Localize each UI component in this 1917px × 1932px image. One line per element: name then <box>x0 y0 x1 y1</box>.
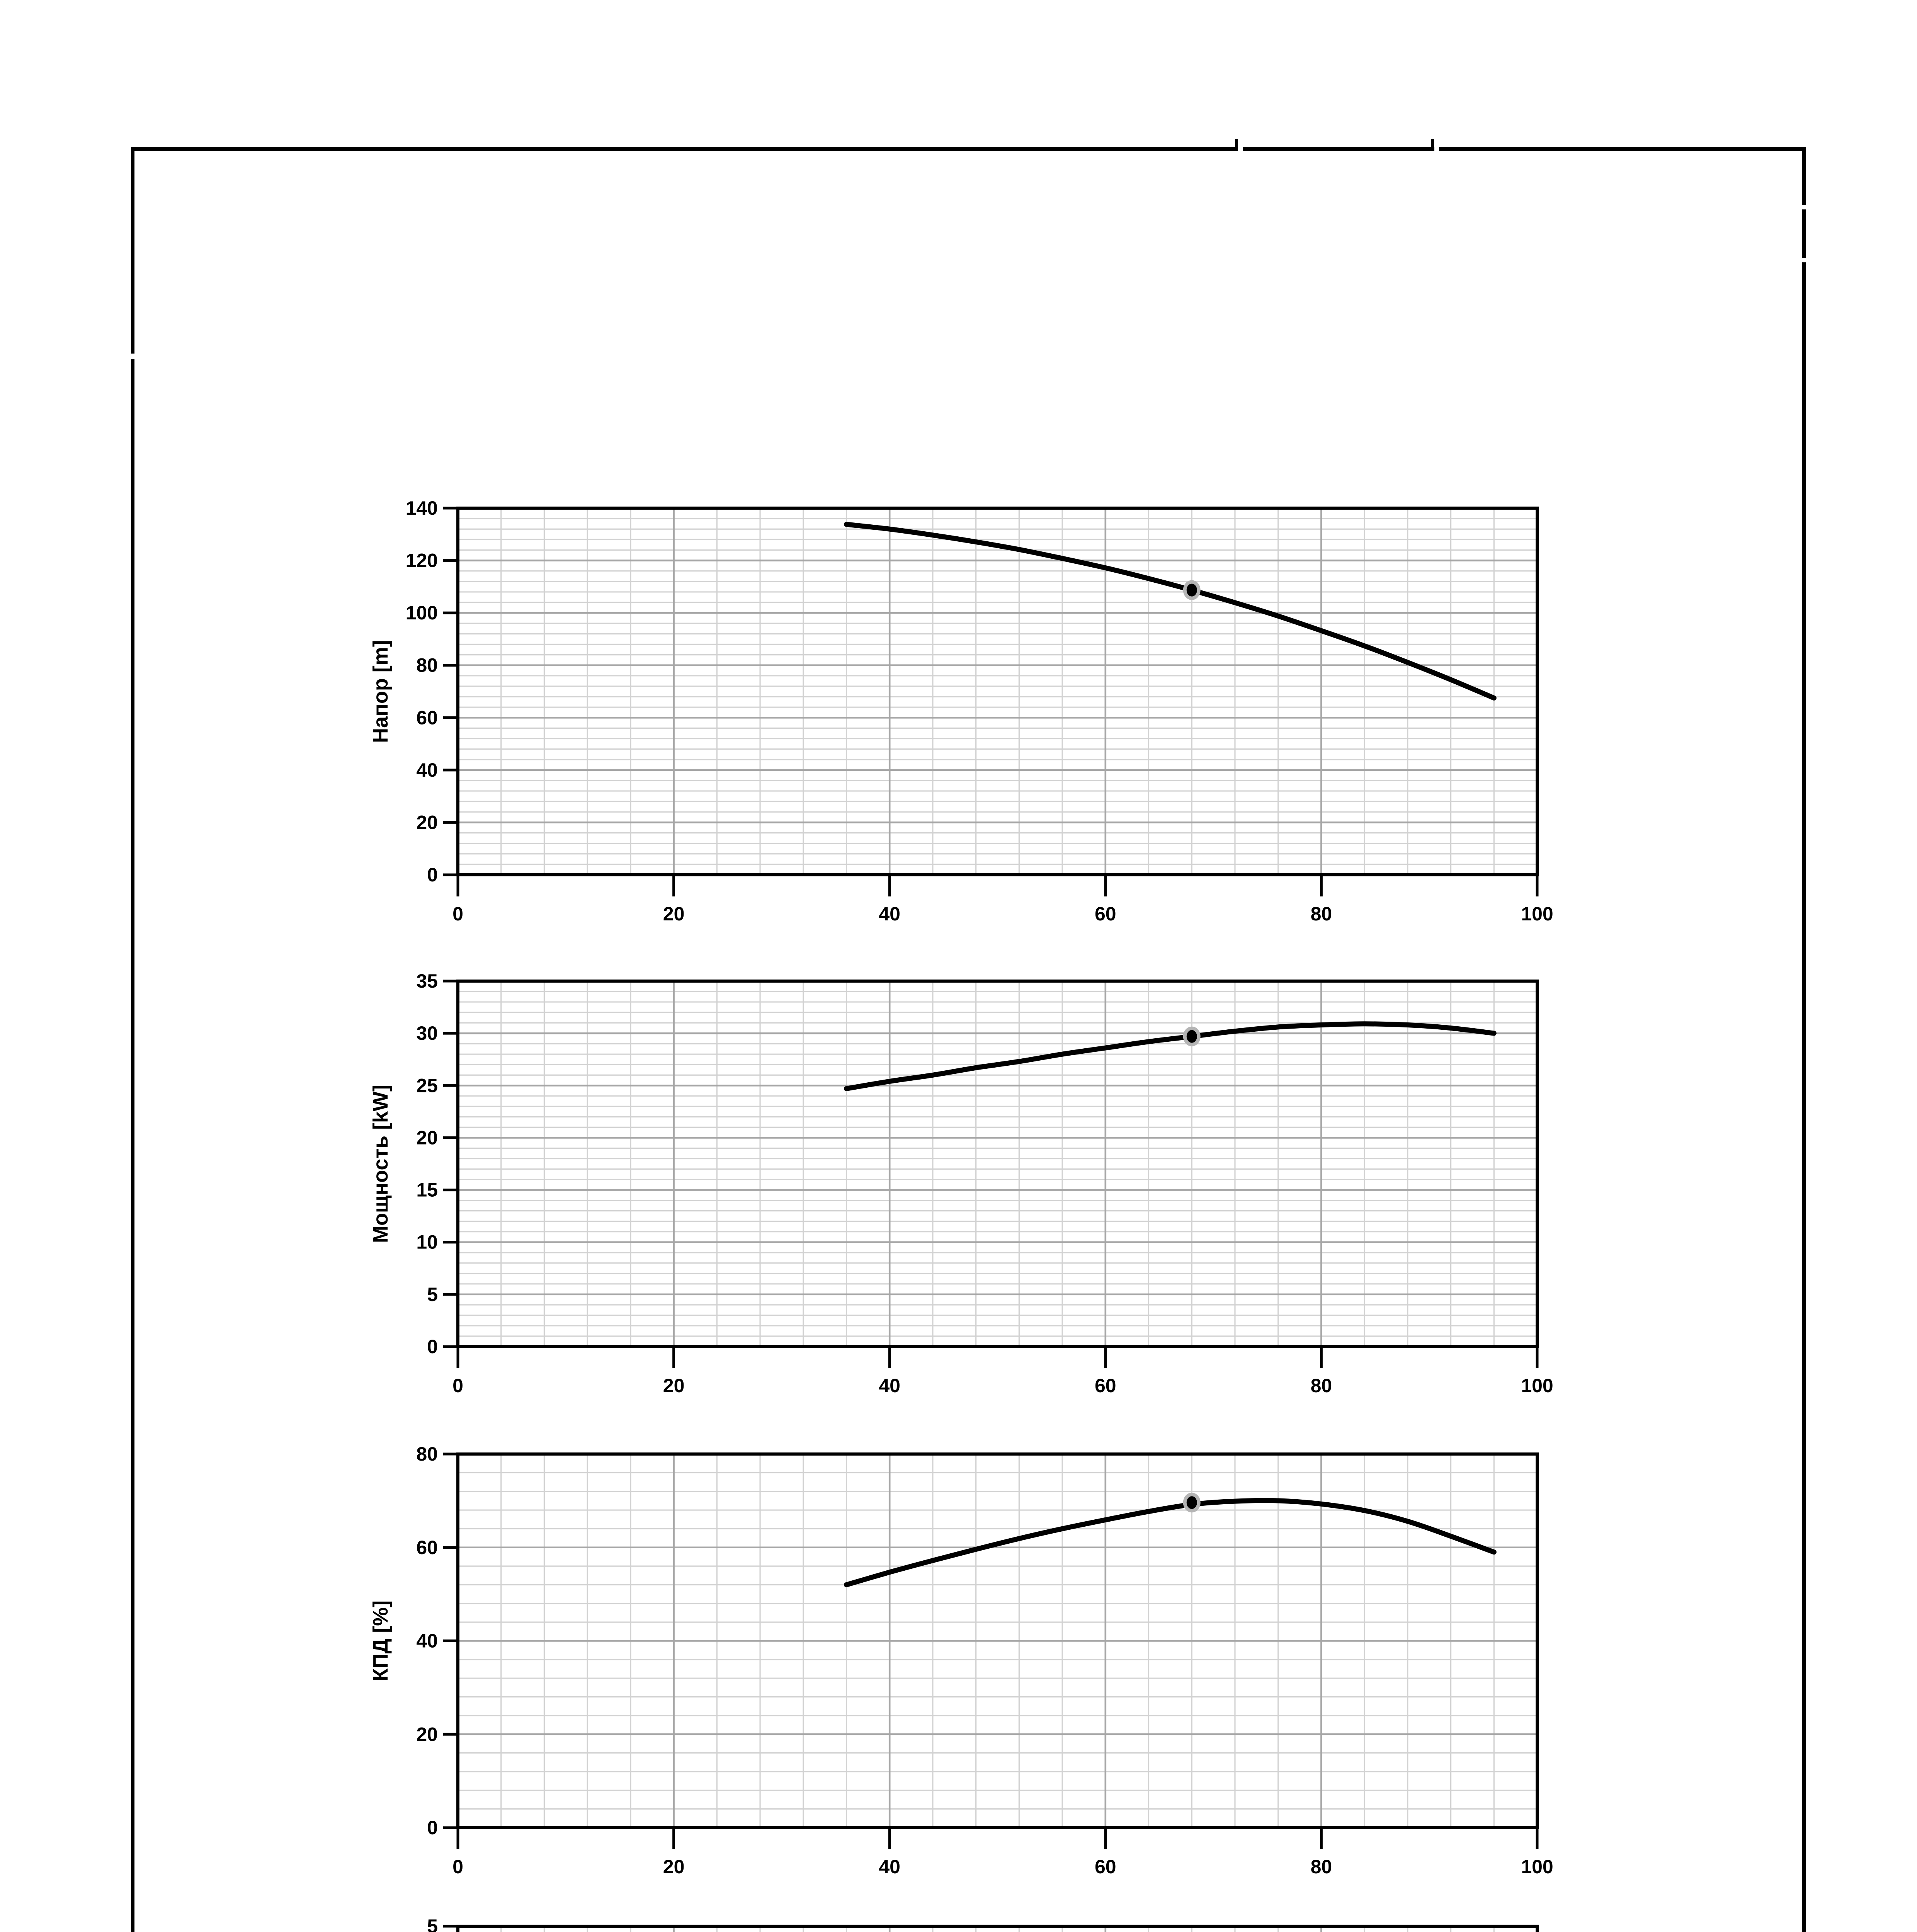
y-tick-label: 20 <box>416 811 438 833</box>
y-axis-title-head: Напор [m] <box>369 640 392 743</box>
x-tick-label: 80 <box>1311 1856 1332 1878</box>
chart-efficiency: 0 20 40 60 80 0 20 40 60 80 100 КПД [%] <box>369 1443 1553 1878</box>
y-tick-label: 60 <box>416 707 438 728</box>
right-border-gap-2 <box>1802 258 1806 262</box>
y-tick-label: 35 <box>416 970 438 992</box>
y-tick-label: 0 <box>427 1817 438 1838</box>
curve-power <box>844 1021 1497 1091</box>
curve-efficiency <box>844 1498 1497 1587</box>
y-tick-label: 25 <box>416 1075 438 1096</box>
top-border-gap-2 <box>1434 147 1439 151</box>
x-tick-label: 100 <box>1521 903 1553 925</box>
page-border-frame <box>131 147 1806 1932</box>
x-tick-label: 60 <box>1095 903 1116 925</box>
y-tick-label: 20 <box>416 1127 438 1148</box>
grid-minor <box>458 508 1537 875</box>
y-tick-label: 5 <box>427 1915 438 1932</box>
curve-head <box>844 522 1497 701</box>
y-axis-ticks: 0 5 10 15 20 25 30 35 <box>416 970 458 1357</box>
x-axis-ticks: 0 20 40 60 80 100 <box>452 1828 1553 1878</box>
grid-major <box>458 981 1537 1347</box>
left-border-gap-1 <box>131 354 134 359</box>
x-tick-label: 20 <box>663 903 685 925</box>
y-tick-label: 15 <box>416 1179 438 1201</box>
y-tick-label: 100 <box>406 602 438 624</box>
y-tick-label: 10 <box>416 1231 438 1253</box>
y-axis-title-power: Мощность [kW] <box>369 1085 392 1243</box>
y-tick-label: 140 <box>406 497 438 519</box>
x-tick-label: 0 <box>452 1856 463 1878</box>
chart-power: 0 5 10 15 20 25 30 35 0 20 40 60 80 100 Мощность [kW] <box>369 970 1553 1396</box>
grid-major <box>458 1454 1537 1828</box>
top-border-tick-2 <box>1431 139 1434 147</box>
right-border-gap-1 <box>1802 205 1806 209</box>
x-tick-label: 40 <box>879 1856 900 1878</box>
operating-point-marker <box>1183 1493 1201 1513</box>
y-tick-label: 40 <box>416 1630 438 1652</box>
plot-border <box>456 980 1539 1348</box>
x-axis-ticks: 0 20 40 60 80 100 <box>452 875 1553 925</box>
x-tick-label: 0 <box>452 1375 463 1396</box>
y-axis-ticks: 0 20 40 60 80 100 120 140 <box>406 497 458 886</box>
y-tick-label: 30 <box>416 1022 438 1044</box>
x-tick-label: 60 <box>1095 1375 1116 1396</box>
chart-npsh: 012345020406080100NPSH [m] <box>427 1915 1539 1932</box>
top-border-gap-1 <box>1238 147 1243 151</box>
y-tick-label: 0 <box>427 1336 438 1357</box>
operating-point-marker <box>1183 580 1201 600</box>
y-axis-title-efficiency: КПД [%] <box>369 1600 392 1681</box>
y-tick-label: 20 <box>416 1723 438 1745</box>
grid-major <box>458 508 1537 875</box>
operating-point-marker <box>1183 1026 1201 1046</box>
x-tick-label: 80 <box>1311 903 1332 925</box>
x-tick-label: 40 <box>879 1375 900 1396</box>
x-tick-label: 20 <box>663 1375 685 1396</box>
top-border-tick-1 <box>1235 139 1238 147</box>
y-tick-label: 80 <box>416 655 438 676</box>
x-tick-label: 20 <box>663 1856 685 1878</box>
x-tick-label: 100 <box>1521 1375 1553 1396</box>
y-axis-ticks: 0 20 40 60 80 <box>416 1443 458 1838</box>
y-tick-label: 60 <box>416 1537 438 1558</box>
x-tick-label: 100 <box>1521 1856 1553 1878</box>
plot-border <box>456 507 1539 876</box>
y-tick-label: 80 <box>416 1443 438 1465</box>
grid-minor <box>458 1454 1537 1828</box>
plot-border <box>456 1925 1539 1932</box>
x-tick-label: 40 <box>879 903 900 925</box>
y-tick-label: 5 <box>427 1284 438 1305</box>
y-tick-label: 120 <box>406 550 438 571</box>
x-axis-ticks: 0 20 40 60 80 100 <box>452 1347 1553 1396</box>
x-tick-label: 60 <box>1095 1856 1116 1878</box>
y-axis-ticks: 012345 <box>427 1915 458 1932</box>
y-tick-label: 0 <box>427 864 438 886</box>
x-tick-label: 0 <box>452 903 463 925</box>
y-tick-label: 40 <box>416 759 438 781</box>
grid-minor <box>458 981 1537 1347</box>
x-tick-label: 80 <box>1311 1375 1332 1396</box>
chart-head: 0 20 40 60 80 100 120 140 0 20 40 60 80 100 Напор [m] <box>369 497 1553 925</box>
